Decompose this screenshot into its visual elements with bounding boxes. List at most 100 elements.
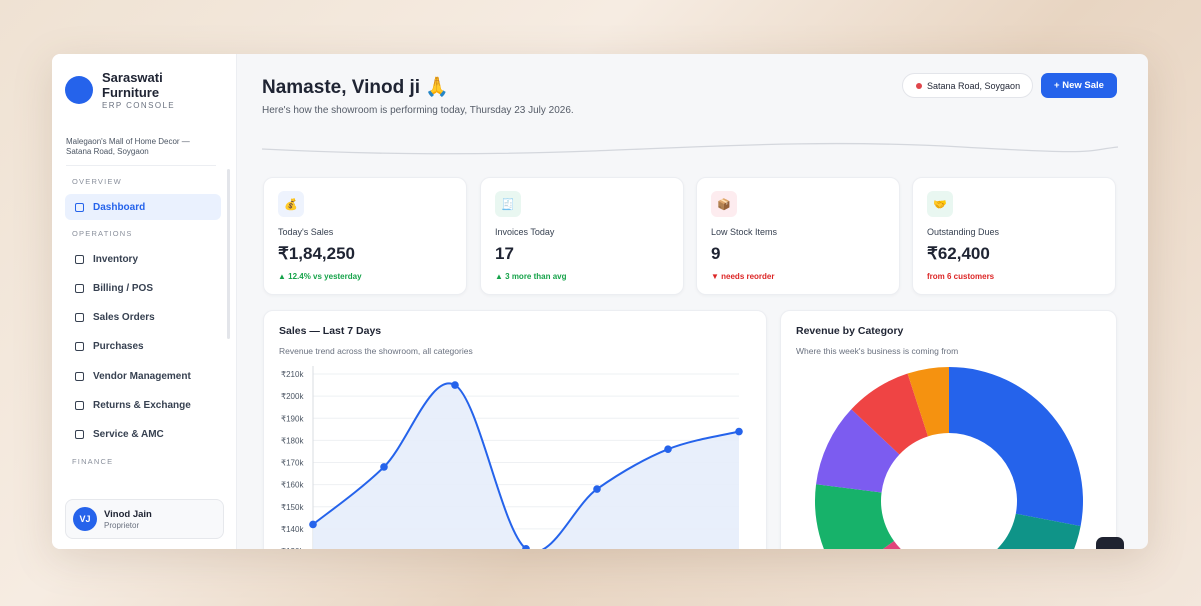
point [451, 381, 459, 389]
floating-button[interactable] [1096, 537, 1124, 549]
stat-note: ▼ needs reorder [711, 272, 775, 281]
pin-icon [916, 82, 922, 89]
pie-slice [851, 373, 928, 455]
nav-label: Dashboard [93, 201, 146, 213]
location-text: Satana Road, Soygaon [927, 80, 1021, 91]
nav-label: Inventory [93, 253, 139, 265]
nav-icon [75, 202, 84, 212]
point [380, 463, 388, 471]
stat-note: ▲ 3 more than avg [495, 272, 567, 281]
stat-value: 17 [495, 244, 514, 263]
nav-item[interactable]: Dashboard [65, 194, 221, 220]
nav-icon [75, 313, 84, 323]
stat-note: ▲ 12.4% vs yesterday [278, 272, 362, 281]
stat-note: from 6 customers [927, 272, 995, 281]
divider-wave [262, 142, 1118, 155]
user-role: Proprietor [104, 521, 140, 530]
chart-subtitle: Revenue trend across the showroom, all c… [279, 346, 473, 356]
category-card: Revenue by Category Where this week's bus… [780, 310, 1117, 549]
y-tick-label: ₹160k [281, 481, 304, 490]
line-chart: Sales — Last 7 Days Revenue trend across … [279, 325, 743, 549]
stat-value: ₹62,400 [927, 244, 990, 263]
stat-value: ₹1,84,250 [278, 244, 355, 263]
brand-name: Saraswati Furniture [102, 70, 163, 100]
user-card[interactable]: VJ Vinod Jain Proprietor [65, 499, 224, 539]
y-tick-label: ₹210k [281, 370, 304, 379]
stat-label: Invoices Today [495, 227, 555, 237]
stat-value: 9 [711, 244, 721, 263]
nav-label: Billing / POS [93, 282, 154, 294]
y-tick-label: ₹190k [281, 414, 304, 423]
point [593, 485, 601, 493]
y-tick-label: ₹130k [281, 547, 304, 549]
chart-title: Sales — Last 7 Days [279, 325, 381, 337]
nav-item[interactable]: Billing / POS [65, 275, 221, 301]
sales-card: Sales — Last 7 Days Revenue trend across … [263, 310, 767, 549]
stat-icon: 📦 [711, 191, 737, 217]
y-tick-label: ₹180k [281, 436, 304, 445]
line-area [313, 383, 739, 549]
nav-heading: FINANCE [72, 456, 114, 466]
stat-label: Today's Sales [278, 227, 334, 237]
chart-subtitle: Where this week's business is coming fro… [796, 346, 958, 356]
nav-icon [75, 400, 84, 410]
location-button[interactable]: Satana Road, Soygaon [902, 73, 1033, 98]
subtitle: Here's how the showroom is performing to… [262, 105, 574, 116]
nav-item[interactable]: Returns & Exchange [65, 392, 221, 418]
pie-chart: Revenue by Category Where this week's bus… [796, 325, 1083, 549]
app-window: Saraswati Furniture ERP CONSOLE Malegaon… [52, 54, 1148, 549]
stat-card: 🤝 Outstanding Dues ₹62,400 from 6 customers [912, 177, 1116, 295]
nav-label: Purchases [93, 341, 144, 353]
nav-icon [75, 254, 84, 264]
y-tick-label: ₹170k [281, 459, 304, 468]
nav-item[interactable]: Inventory [65, 246, 221, 272]
stat-label: Outstanding Dues [927, 227, 1000, 237]
stat-label: Low Stock Items [711, 227, 778, 237]
brand-tag: ERP CONSOLE [102, 101, 176, 110]
nav-label: Vendor Management [93, 370, 191, 382]
point [522, 544, 530, 549]
nav-item[interactable]: Purchases [65, 334, 221, 360]
avatar: VJ [73, 507, 97, 531]
pie-slice [949, 367, 1083, 527]
nav-label: Sales Orders [93, 312, 155, 324]
point [664, 445, 672, 454]
pie-slice [997, 513, 1081, 549]
greeting: Namaste, Vinod ji 🙏 [262, 77, 449, 98]
nav-icon [75, 283, 84, 293]
nav-icon [75, 430, 84, 440]
y-tick-label: ₹150k [281, 503, 304, 512]
nav-label: Returns & Exchange [93, 399, 191, 411]
logo [65, 76, 93, 104]
y-tick-label: ₹200k [281, 392, 304, 401]
nav-item[interactable]: Vendor Management [65, 363, 221, 389]
sidebar: Saraswati Furniture ERP CONSOLE Malegaon… [52, 54, 237, 549]
pie-slice [815, 484, 894, 549]
stat-card: 🧾 Invoices Today 17 ▲ 3 more than avg [480, 177, 684, 295]
pie-slice [882, 540, 901, 549]
nav-heading: OPERATIONS [72, 229, 133, 238]
stat-card: 💰 Today's Sales ₹1,84,250 ▲ 12.4% vs yester… [263, 177, 467, 295]
nav-icon [75, 371, 84, 381]
nav-item[interactable]: Sales Orders [65, 305, 221, 331]
nav-label: Service & AMC [93, 429, 164, 441]
stat-icon: 🧾 [495, 191, 521, 217]
nav: OVERVIEW Dashboard OPERATIONS Inventory Bill… [65, 176, 221, 474]
pie-slice [907, 367, 949, 437]
scrollbar [227, 169, 230, 339]
y-tick-label: ₹140k [281, 525, 304, 534]
store-location: Malegaon's Mall of Home Decor — Satana R… [66, 137, 216, 166]
pie-slice [816, 409, 900, 493]
user-name: Vinod Jain [104, 509, 152, 520]
nav-heading: OVERVIEW [72, 177, 122, 186]
nav-item[interactable]: Service & AMC [65, 422, 221, 448]
new-sale-button[interactable]: + New Sale [1041, 73, 1117, 98]
stat-icon: 🤝 [927, 191, 953, 217]
stat-card: 📦 Low Stock Items 9 ▼ needs reorder [696, 177, 900, 295]
nav-icon [75, 342, 84, 352]
point [735, 427, 743, 436]
chart-title: Revenue by Category [796, 325, 904, 337]
stat-icon: 💰 [278, 191, 304, 217]
point [309, 520, 317, 529]
